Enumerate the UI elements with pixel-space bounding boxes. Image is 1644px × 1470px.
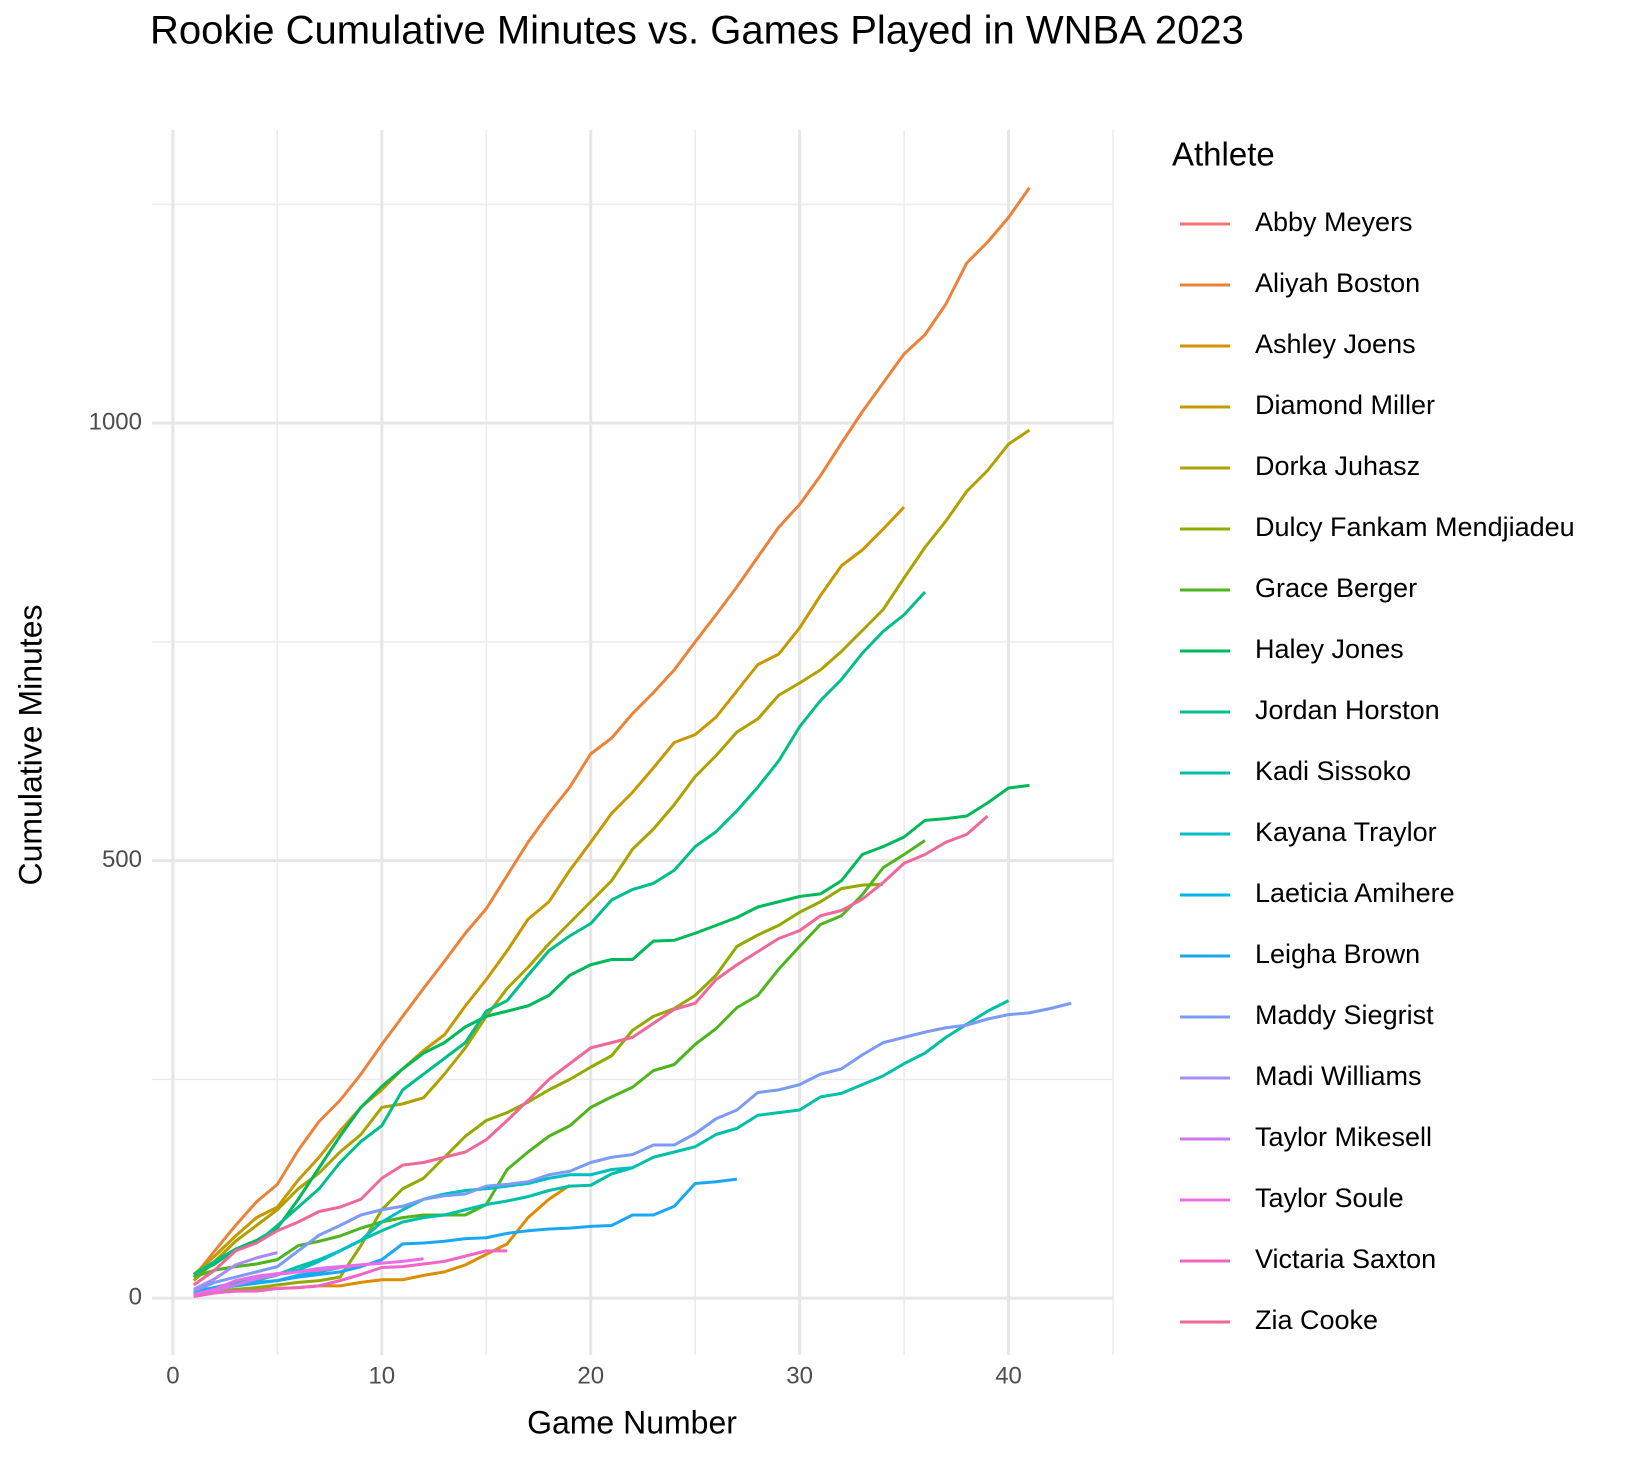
grid	[152, 130, 1114, 1355]
legend-label: Grace Berger	[1255, 573, 1417, 603]
legend-label: Taylor Soule	[1255, 1183, 1404, 1213]
legend-label: Kayana Traylor	[1255, 817, 1437, 847]
series-line	[193, 783, 1030, 1276]
legend-label: Zia Cooke	[1255, 1305, 1378, 1335]
x-axis-label: Game Number	[527, 1404, 737, 1440]
series-line	[193, 1251, 278, 1291]
x-tick-label: 40	[995, 1362, 1022, 1389]
plot-lines	[192, 186, 1072, 1298]
legend-label: Abby Meyers	[1255, 207, 1413, 237]
series-line	[193, 1177, 738, 1293]
legend-label: Ashley Joens	[1255, 329, 1416, 359]
x-tick-label: 20	[577, 1362, 604, 1389]
legend-label: Dulcy Fankam Mendjiadeu	[1255, 512, 1575, 542]
series-line	[193, 1001, 1072, 1293]
series-line	[193, 1257, 424, 1297]
legend-title: Athlete	[1172, 136, 1275, 173]
legend-label: Aliyah Boston	[1255, 268, 1420, 298]
x-tick-label: 0	[166, 1362, 179, 1389]
legend-label: Kadi Sissoko	[1255, 756, 1411, 786]
x-tick-label: 10	[368, 1362, 395, 1389]
y-tick-label: 500	[102, 846, 142, 873]
legend-label: Victaria Saxton	[1255, 1244, 1436, 1274]
legend-label: Madi Williams	[1255, 1061, 1422, 1091]
legend-label: Leigha Brown	[1255, 939, 1420, 969]
legend-label: Dorka Juhasz	[1255, 451, 1420, 481]
series-line	[192, 814, 989, 1287]
legend-label: Diamond Miller	[1255, 390, 1435, 420]
x-tick-label: 30	[786, 1362, 813, 1389]
legend-label: Laeticia Amihere	[1255, 878, 1455, 908]
series-line	[192, 428, 1031, 1282]
y-tick-label: 1000	[89, 408, 142, 435]
series-line	[192, 590, 927, 1276]
legend-label: Maddy Siegrist	[1255, 1000, 1434, 1030]
y-axis-label: Cumulative Minutes	[12, 605, 48, 886]
series-line	[193, 882, 884, 1295]
series-line	[193, 1184, 571, 1298]
series-line	[193, 1249, 508, 1298]
series-line	[193, 839, 926, 1279]
legend: Abby Meyers Aliyah Boston Ashley Joens Diam…	[1180, 207, 1575, 1335]
y-tick-label: 0	[129, 1283, 142, 1310]
legend-label: Taylor Mikesell	[1255, 1122, 1432, 1152]
series-line	[192, 506, 906, 1276]
legend-label: Jordan Horston	[1255, 695, 1440, 725]
series-line	[192, 186, 1031, 1279]
chart-title: Rookie Cumulative Minutes vs. Games Play…	[150, 9, 1244, 53]
legend-label: Haley Jones	[1255, 634, 1404, 664]
